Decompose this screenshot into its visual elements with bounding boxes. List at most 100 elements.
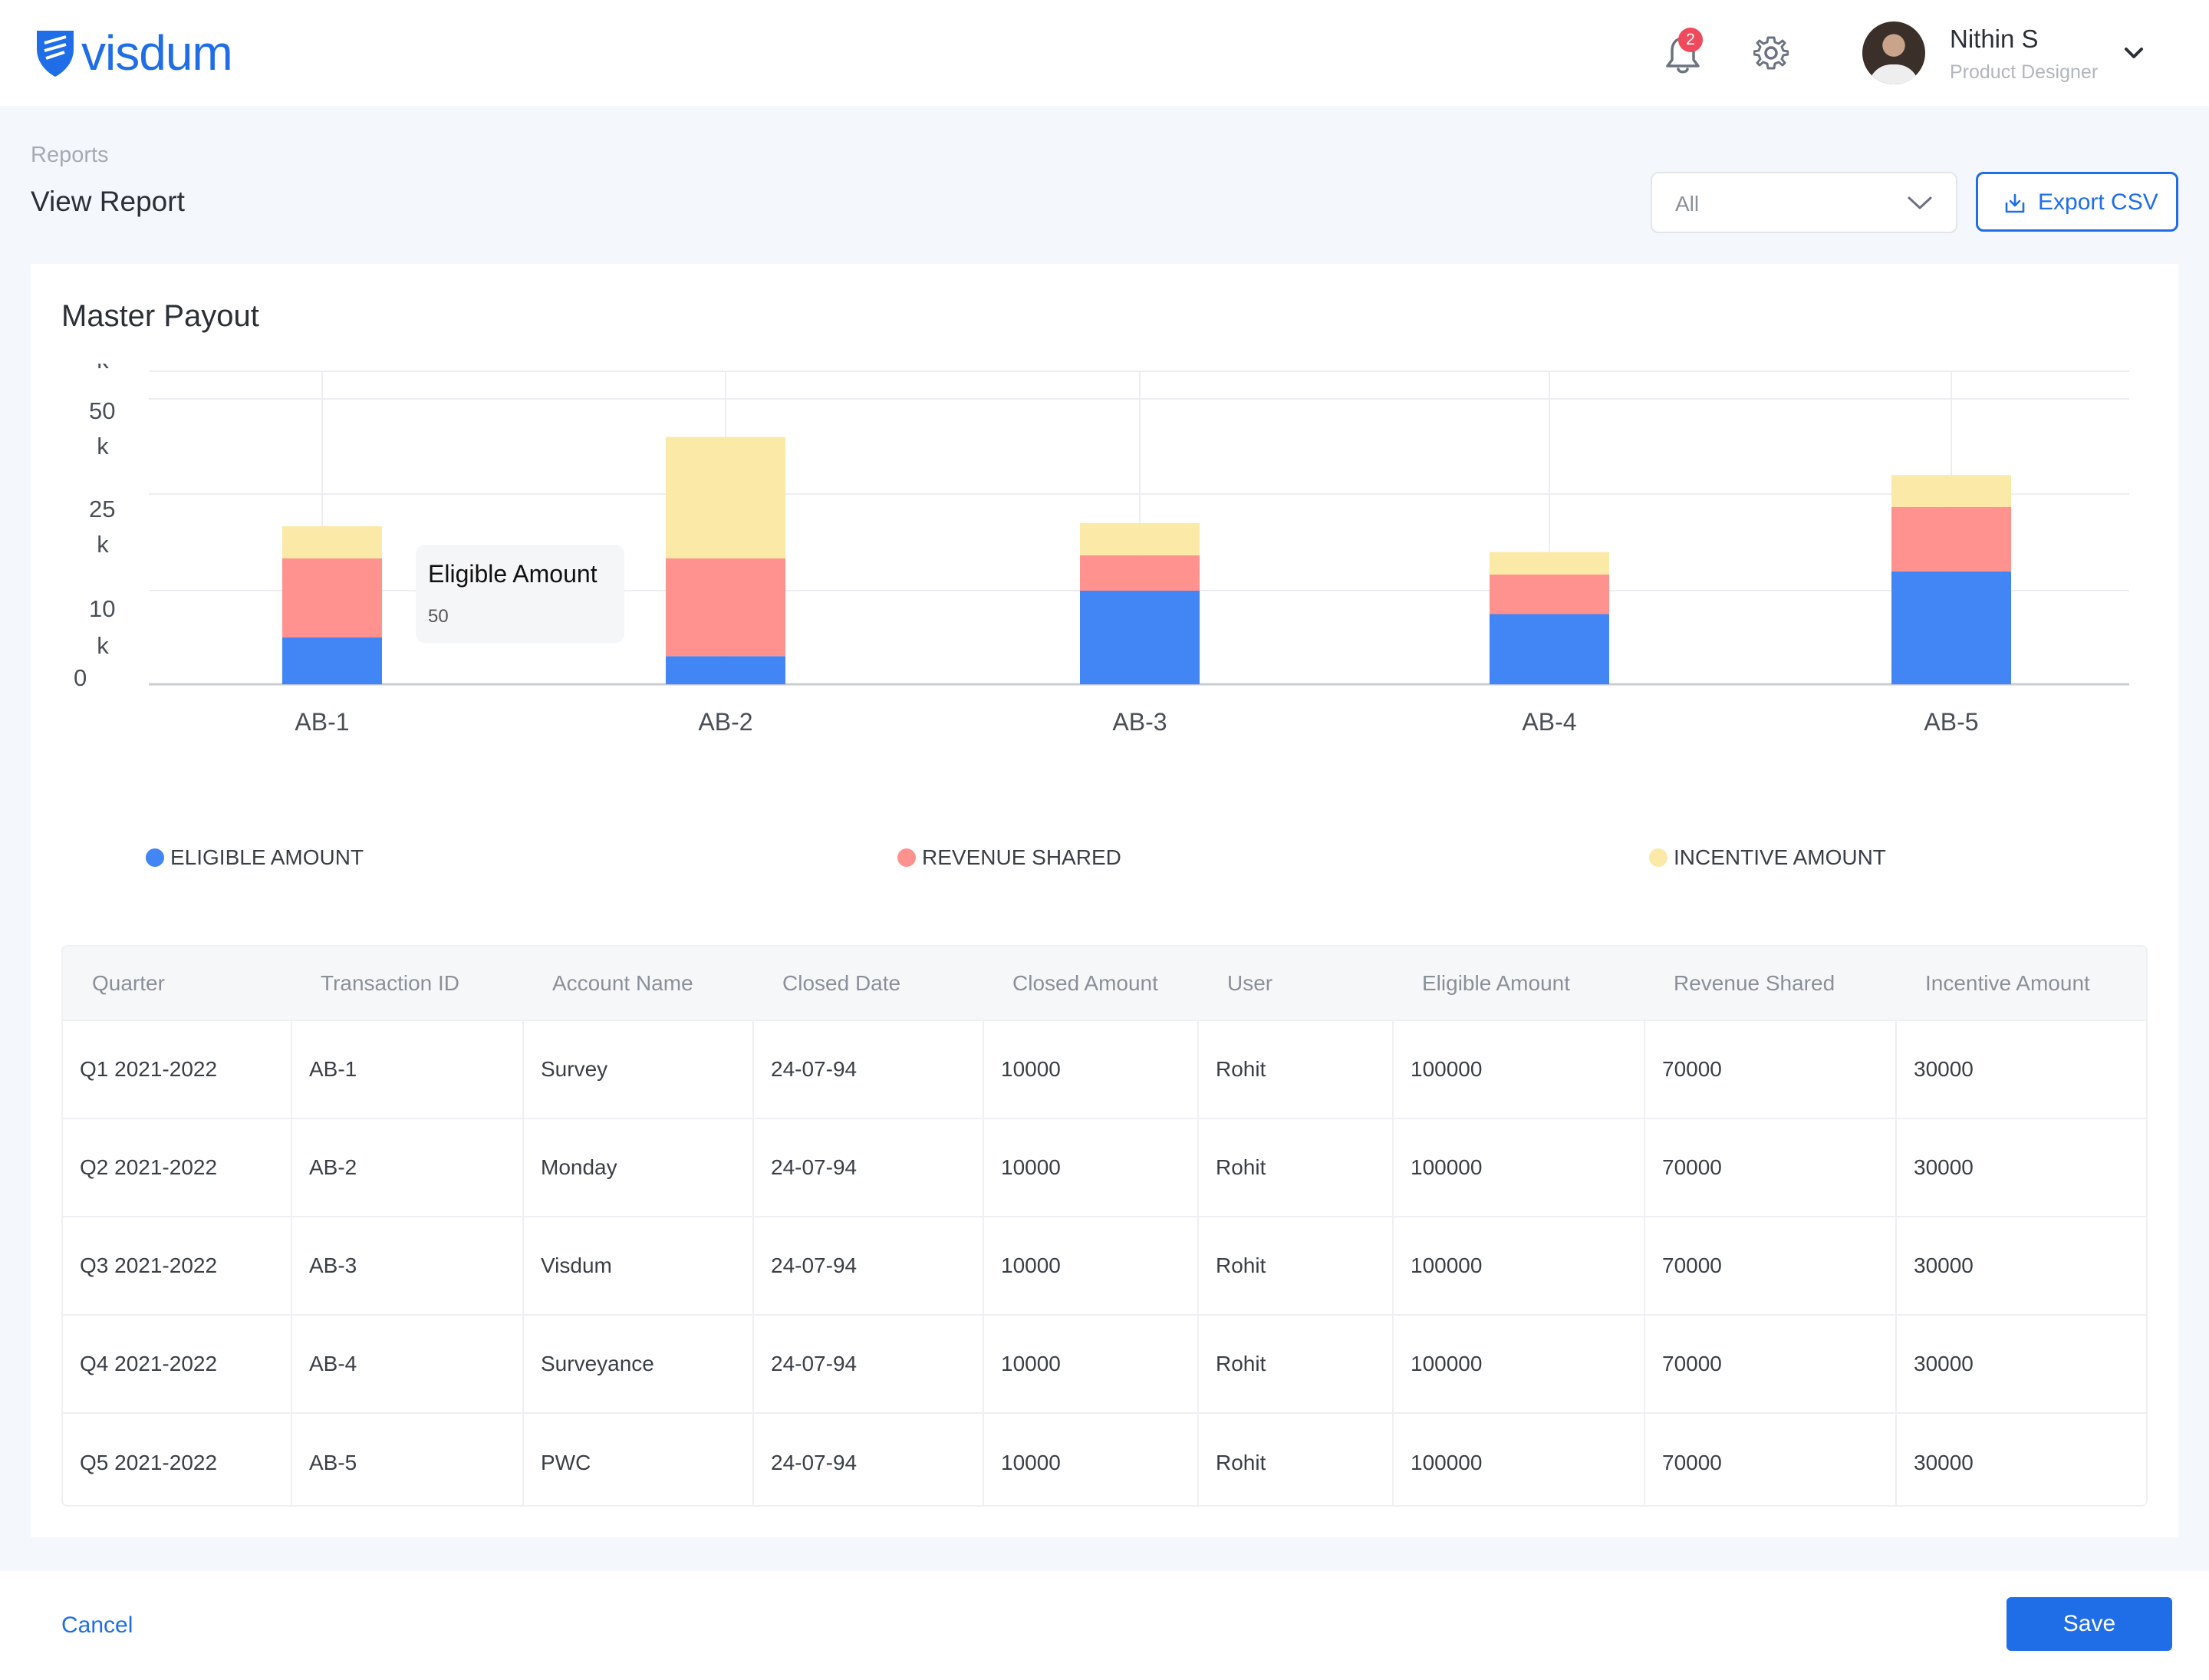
x-tick-label: AB-4 [1522, 708, 1576, 736]
table-cell: Q4 2021-2022 [63, 1314, 291, 1413]
bar-segment [1490, 575, 1609, 614]
column-header[interactable]: Eligible Amount [1393, 947, 1644, 1020]
legend-item[interactable]: ELIGIBLE AMOUNT [146, 845, 364, 870]
table-cell: Rohit [1197, 1314, 1393, 1413]
table-cell: 70000 [1644, 1020, 1896, 1118]
report-table: Quarter Transaction ID Account Name Closed … [61, 945, 2148, 1507]
table-cell: 10000 [983, 1314, 1198, 1413]
user-role: Product Designer [1950, 61, 2099, 83]
bar-segment [1080, 591, 1200, 684]
column-header[interactable]: Account Name [523, 947, 753, 1020]
bar-segment [282, 558, 382, 637]
master-payout-chart: 010k25k50k100kAB-1AB-2AB-3AB-4AB-5 [74, 364, 2129, 736]
table-cell: AB-2 [291, 1118, 523, 1217]
table-header-row: Quarter Transaction ID Account Name Closed … [63, 947, 2146, 1020]
legend-item[interactable]: INCENTIVE AMOUNT [1649, 845, 1886, 870]
tooltip-title: Eligible Amount [428, 560, 598, 588]
user-name[interactable]: Nithin S [1950, 25, 2039, 53]
table-cell: 24-07-94 [752, 1118, 983, 1217]
table-row[interactable]: Q4 2021-2022 AB-4 Surveyance 24-07-94 10000 R… [63, 1314, 2146, 1413]
tooltip-value: 50 [428, 606, 449, 627]
table-cell: 30000 [1895, 1020, 2146, 1118]
logo[interactable]: visdum [34, 25, 233, 81]
download-icon [2005, 193, 2025, 213]
table-row[interactable]: Q1 2021-2022 AB-1 Survey 24-07-94 10000 Rohit… [63, 1020, 2146, 1118]
table-cell: AB-3 [291, 1216, 523, 1315]
y-tick-label: k [97, 364, 109, 374]
table-row[interactable]: Q2 2021-2022 AB-2 Monday 24-07-94 10000 Rohit… [63, 1118, 2146, 1217]
legend-item[interactable]: REVENUE SHARED [897, 845, 1121, 870]
bar-segment [1891, 571, 2011, 684]
breadcrumb[interactable]: Reports [31, 143, 109, 167]
gear-icon[interactable] [1753, 35, 1789, 71]
table-cell: Rohit [1197, 1118, 1393, 1217]
legend-dot-icon [1649, 848, 1667, 867]
table-cell: Survey [522, 1020, 753, 1118]
table-cell: Rohit [1197, 1020, 1393, 1118]
y-tick-label: 0 [74, 664, 87, 691]
table-cell: AB-5 [291, 1412, 523, 1505]
column-header[interactable]: Revenue Shared [1644, 947, 1896, 1020]
chevron-down-icon [1908, 196, 1932, 209]
cancel-button[interactable]: Cancel [61, 1612, 133, 1638]
shield-logo-icon [37, 31, 74, 77]
table-cell: Surveyance [522, 1314, 753, 1413]
column-header[interactable]: User [1198, 947, 1393, 1020]
column-header[interactable]: Incentive Amount [1896, 947, 2146, 1020]
bar-segment [1891, 475, 2011, 507]
top-bar: visdum 2 Nithin S Product Designer [0, 0, 2209, 106]
x-tick-label: AB-2 [698, 708, 752, 736]
table-cell: 24-07-94 [752, 1216, 983, 1315]
table-cell: 24-07-94 [752, 1020, 983, 1118]
table-cell: Q1 2021-2022 [63, 1020, 291, 1118]
legend-dot-icon [897, 848, 916, 867]
table-cell: AB-1 [291, 1020, 523, 1118]
footer-bar: Cancel Save [0, 1571, 2209, 1680]
column-header[interactable]: Quarter [63, 947, 291, 1020]
table-cell: 70000 [1644, 1314, 1896, 1413]
bar-segment [282, 526, 382, 558]
chevron-down-icon[interactable] [2122, 43, 2146, 61]
table-body: Q1 2021-2022 AB-1 Survey 24-07-94 10000 Rohit… [63, 1020, 2146, 1505]
table-cell: 100000 [1392, 1020, 1644, 1118]
table-cell: Q2 2021-2022 [63, 1118, 291, 1217]
table-cell: Visdum [522, 1216, 753, 1315]
export-csv-button[interactable]: Export CSV [1976, 172, 2178, 232]
table-cell: Rohit [1197, 1412, 1393, 1505]
table-cell: 100000 [1392, 1412, 1644, 1505]
filter-select-value: All [1675, 192, 1700, 216]
bar-segment [666, 436, 785, 558]
bar-segment [1080, 522, 1200, 555]
chart-tooltip: Eligible Amount 50 [416, 545, 624, 643]
y-tick-label: k [97, 433, 109, 460]
save-button[interactable]: Save [2007, 1597, 2172, 1651]
filter-select[interactable]: All [1651, 172, 1957, 233]
table-cell: 30000 [1895, 1118, 2146, 1217]
column-header[interactable]: Closed Date [753, 947, 983, 1020]
table-cell: 100000 [1392, 1314, 1644, 1413]
report-card: Master Payout 010k25k50k100kAB-1AB-2AB-3… [31, 264, 2178, 1537]
y-tick-label: 10 [89, 595, 115, 622]
table-row[interactable]: Q3 2021-2022 AB-3 Visdum 24-07-94 10000 Rohit… [63, 1216, 2146, 1315]
bar-segment [666, 656, 785, 684]
legend-label: REVENUE SHARED [922, 845, 1121, 869]
table-row[interactable]: Q5 2021-2022 AB-5 PWC 24-07-94 10000 Rohit 100… [63, 1412, 2146, 1505]
table-cell: 70000 [1644, 1118, 1896, 1217]
y-tick-label: k [97, 531, 109, 558]
bar-segment [666, 558, 785, 657]
y-tick-label: 50 [89, 397, 115, 424]
y-tick-label: k [97, 632, 109, 659]
export-csv-label: Export CSV [2038, 189, 2158, 215]
column-header[interactable]: Closed Amount [983, 947, 1198, 1020]
table-cell: 30000 [1895, 1412, 2146, 1505]
table-cell: 100000 [1392, 1118, 1644, 1217]
chart-legend: ELIGIBLE AMOUNT REVENUE SHARED INCENTIVE A… [31, 845, 2178, 876]
table-cell: 24-07-94 [752, 1412, 983, 1505]
x-tick-label: AB-3 [1112, 708, 1167, 736]
bar-segment [1490, 614, 1609, 684]
table-cell: Q5 2021-2022 [63, 1412, 291, 1505]
avatar[interactable] [1862, 21, 1925, 84]
column-header[interactable]: Transaction ID [291, 947, 523, 1020]
table-cell: 10000 [983, 1020, 1198, 1118]
table-cell: PWC [522, 1412, 753, 1505]
